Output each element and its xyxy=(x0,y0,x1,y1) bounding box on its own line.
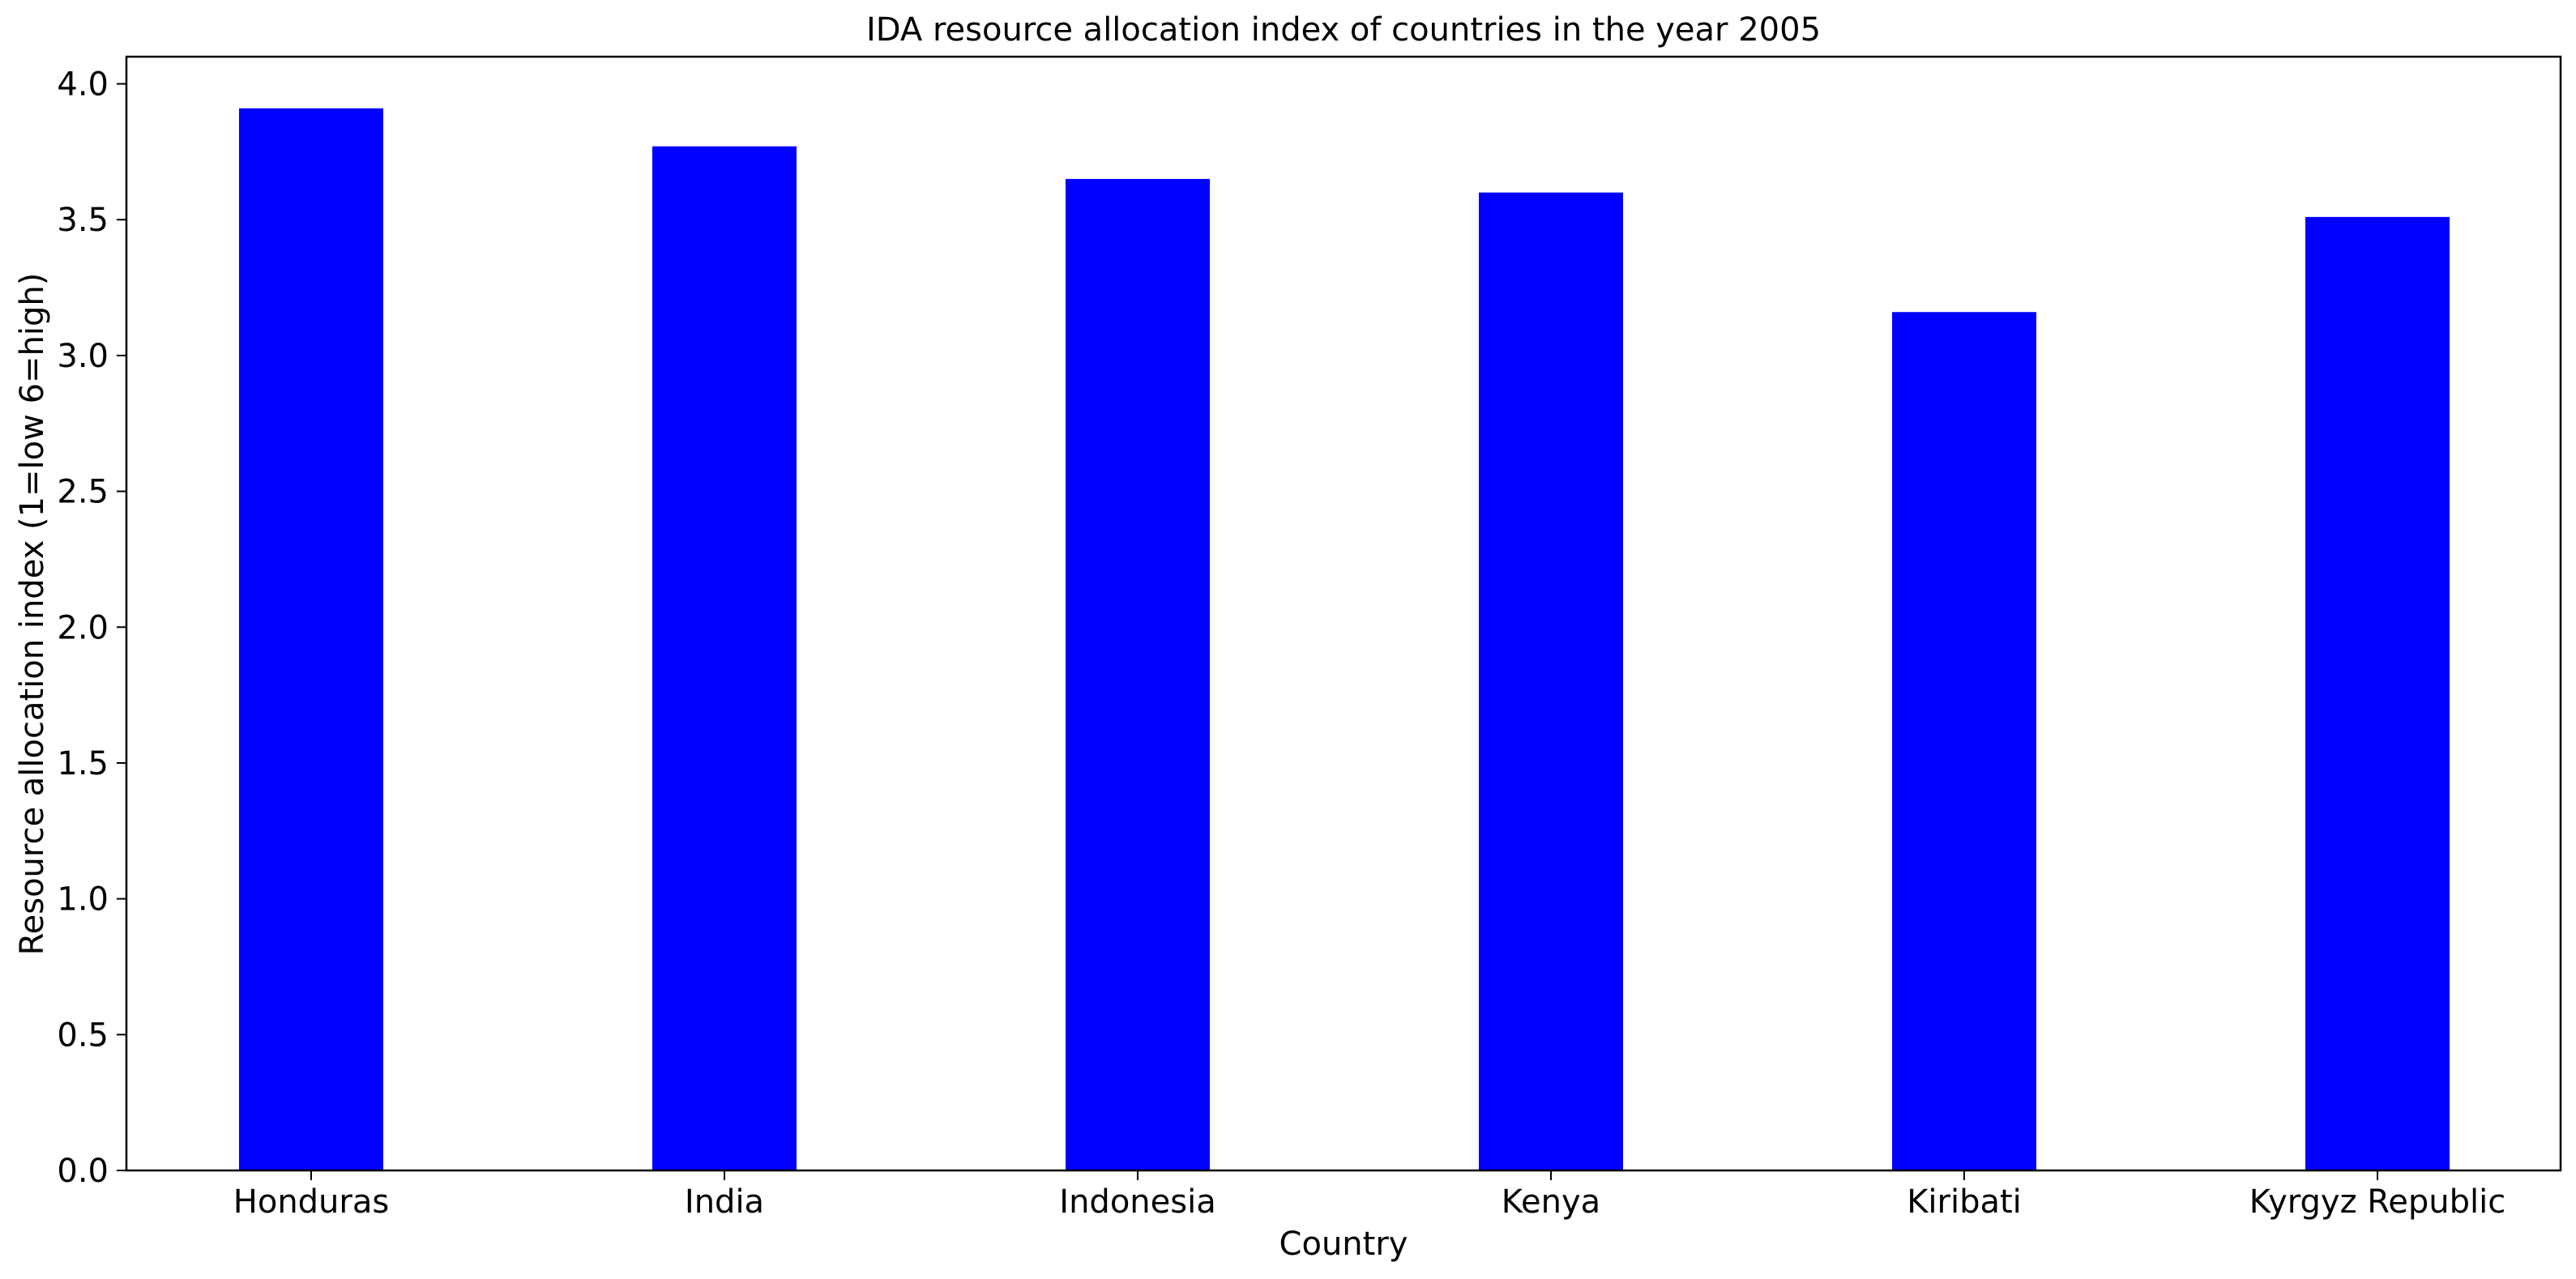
y-tick-label: 4.0 xyxy=(57,66,109,104)
x-tick-label: Indonesia xyxy=(1059,1183,1215,1221)
x-tick-label: India xyxy=(685,1183,764,1221)
bars-group xyxy=(239,108,2450,1171)
y-tick-label: 0.0 xyxy=(57,1153,109,1190)
x-tick-label: Kenya xyxy=(1502,1183,1600,1221)
bar-honduras xyxy=(239,108,383,1171)
x-tick-label: Kiribati xyxy=(1907,1183,2022,1221)
y-tick-label: 0.5 xyxy=(57,1017,109,1054)
y-tick-label: 3.5 xyxy=(57,202,109,239)
bar-kenya xyxy=(1479,192,1623,1171)
y-tick-label: 2.0 xyxy=(57,609,109,646)
bar-india xyxy=(652,146,797,1170)
bar-kyrgyz-republic xyxy=(2305,216,2450,1170)
plot-area-frame xyxy=(125,55,2562,1172)
y-axis-title: Resource allocation index (1=low 6=high) xyxy=(14,273,51,956)
y-tick-label: 1.5 xyxy=(57,745,109,782)
y-tick-label: 3.0 xyxy=(57,338,109,375)
y-axis-ticks: 0.0 0.5 1.0 1.5 2.0 2.5 3.0 3.5 4.0 xyxy=(57,66,126,1190)
bar-indonesia xyxy=(1066,178,1210,1170)
y-tick-label: 2.5 xyxy=(57,474,109,511)
x-tick-label: Kyrgyz Republic xyxy=(2249,1183,2506,1221)
x-tick-label: Honduras xyxy=(233,1183,389,1221)
x-axis-title: Country xyxy=(1279,1226,1408,1263)
bar-kiribati xyxy=(1892,312,2036,1170)
x-axis-ticks: Honduras India Indonesia Kenya Kiribati Kyrgy… xyxy=(233,1170,2506,1221)
y-tick-label: 1.0 xyxy=(57,881,109,919)
chart-title: IDA resource allocation index of countri… xyxy=(866,11,1821,49)
